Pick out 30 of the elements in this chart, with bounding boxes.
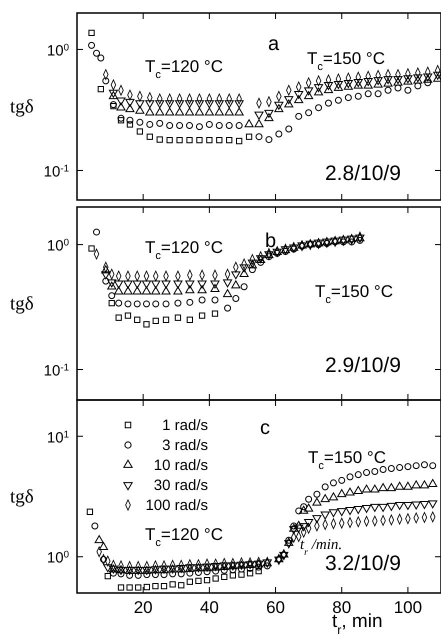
y-tick-label: 10$^{0}$ [46,42,70,60]
annotation: c [260,417,270,439]
legend-label: 1 rad/s [162,417,208,434]
y-tick-label: 10$^{0}$ [46,549,70,567]
y-axis-title: tgδ [10,294,34,314]
legend-label: 3 rad/s [162,437,208,454]
annotation: T$_{c}$=150 °C [307,49,386,73]
legend-label: 100 rad/s [145,497,208,514]
x-tick-label: 60 [266,598,286,617]
x-tick-label: 20 [134,598,153,617]
x-tick-label: 100 [394,598,422,617]
legend-label: 30 rad/s [154,477,208,494]
y-tick-label: 10$^{-1}$ [44,162,69,180]
annotation: T$_{c}$=150 °C [315,282,394,306]
x-tick-label: 40 [200,598,219,617]
y-tick-label: 10$^{-1}$ [44,362,69,380]
legend-label: 10 rad/s [154,457,208,474]
annotation: T$_{c}$=120 °C [145,57,224,81]
y-axis-title: tgδ [10,96,34,118]
annotation: 3.2/10/9 [325,552,401,575]
y-tick-label: 10$^{0}$ [46,237,70,255]
y-tick-label: 10$^{1}$ [46,428,69,446]
annotation: a [268,33,280,55]
annotation: T$_{c}$=120 °C [145,238,224,262]
annotation: T$_{c}$=120 °C [145,525,224,549]
annotation: 2.9/10/9 [325,354,401,377]
y-axis-title: tgδ [10,486,34,508]
annotation: 2.8/10/9 [325,162,401,185]
annotation: T$_{c}$=150 °C [308,448,386,472]
annotation: b [265,230,276,252]
